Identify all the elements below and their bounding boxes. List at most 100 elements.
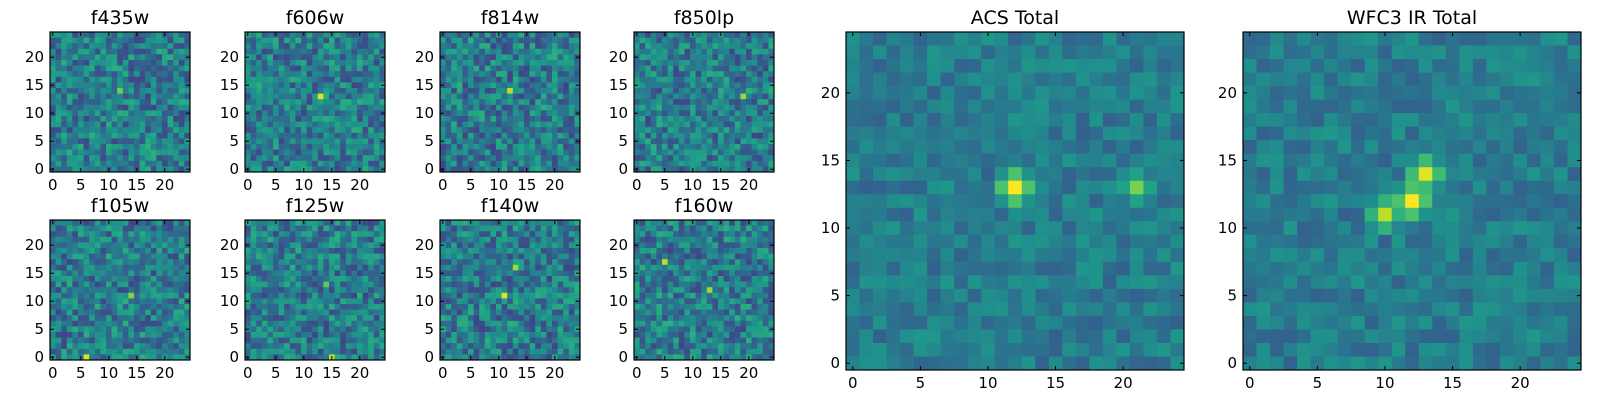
heatmap-cell <box>540 54 547 61</box>
heatmap-cell <box>734 270 741 277</box>
heatmap-cell <box>734 76 741 83</box>
heatmap-cell <box>479 54 486 61</box>
heatmap-cell <box>650 60 657 66</box>
heatmap-cell <box>295 110 302 117</box>
heatmap-cell <box>122 54 129 61</box>
heatmap-cell <box>351 65 358 72</box>
heatmap-cell <box>484 65 491 72</box>
heatmap-cell <box>473 309 480 316</box>
heatmap-cell <box>656 127 663 134</box>
heatmap-cell <box>701 287 708 294</box>
heatmap-cell <box>473 292 480 299</box>
heatmap-cell <box>546 309 553 316</box>
heatmap-cell <box>757 253 764 260</box>
heatmap-cell <box>552 343 558 350</box>
heatmap-cell <box>473 138 480 145</box>
heatmap-cell <box>639 65 646 72</box>
heatmap-cell <box>351 104 358 111</box>
heatmap-cell <box>445 304 452 310</box>
heatmap-cell <box>94 326 101 333</box>
heatmap-cell <box>312 287 319 294</box>
heatmap-cell <box>462 104 469 111</box>
heatmap-cell <box>757 276 764 282</box>
heatmap-cell <box>729 270 736 277</box>
heatmap-cell <box>83 99 90 106</box>
heatmap-cell <box>122 231 129 238</box>
heatmap-cell <box>329 236 335 243</box>
heatmap-cell <box>178 281 185 288</box>
heatmap-cell <box>150 116 157 122</box>
heatmap-cell <box>479 160 486 167</box>
heatmap-cell <box>334 332 341 338</box>
heatmap-cell <box>440 343 446 350</box>
heatmap-cell <box>329 242 335 249</box>
heatmap-cell <box>100 343 107 350</box>
heatmap-cell <box>173 309 180 316</box>
heatmap-cell <box>178 276 185 282</box>
heatmap-cell <box>734 253 741 260</box>
heatmap-cell <box>106 99 112 106</box>
heatmap-cell <box>701 104 708 111</box>
heatmap-cell <box>535 54 542 61</box>
heatmap-cell <box>712 116 719 122</box>
heatmap-cell <box>139 264 146 271</box>
heatmap-cell <box>345 127 352 134</box>
heatmap-cell <box>496 121 502 128</box>
heatmap-cell <box>529 225 536 232</box>
heatmap-cell <box>357 270 363 277</box>
heatmap-cell <box>301 264 307 271</box>
heatmap-cell <box>368 71 375 78</box>
heatmap-cell <box>695 93 702 100</box>
heatmap-cell <box>351 76 358 83</box>
heatmap-cell <box>128 76 135 83</box>
heatmap-cell <box>317 242 324 249</box>
heatmap-cell <box>162 54 168 61</box>
heatmap-cell <box>751 138 758 145</box>
heatmap-cell <box>111 149 118 156</box>
heatmap-cell <box>540 236 547 243</box>
heatmap-cell <box>690 160 696 167</box>
heatmap-cell <box>72 332 79 338</box>
heatmap-cell <box>61 309 68 316</box>
heatmap-cell <box>150 264 157 271</box>
heatmap-cell <box>662 82 668 89</box>
heatmap-cell <box>701 121 708 128</box>
heatmap-cell <box>362 309 369 316</box>
heatmap-cell <box>83 127 90 134</box>
heatmap-cell <box>563 332 570 338</box>
heatmap-cell <box>718 253 724 260</box>
heatmap-cell <box>445 65 452 72</box>
heatmap-cell <box>529 82 536 89</box>
heatmap-cell <box>261 82 268 89</box>
heatmap-cell <box>117 37 124 44</box>
heatmap-cell <box>723 60 730 66</box>
heatmap-cell <box>55 37 62 44</box>
heatmap-cell <box>373 281 380 288</box>
heatmap-cell <box>445 54 452 61</box>
heatmap-cell <box>278 110 285 117</box>
heatmap-cell <box>712 259 719 266</box>
heatmap-cell <box>568 287 575 294</box>
heatmap-cell <box>261 110 268 117</box>
heatmap-cell <box>329 264 335 271</box>
heatmap-cell <box>701 110 708 117</box>
heatmap-cell <box>178 326 185 333</box>
heatmap-cell <box>295 270 302 277</box>
heatmap-cell <box>78 292 84 299</box>
heatmap-cell <box>273 242 279 249</box>
heatmap-cell <box>524 104 530 111</box>
heatmap-cell <box>345 43 352 50</box>
y-tick-label: 10 <box>220 104 239 122</box>
heatmap-cell <box>540 253 547 260</box>
heatmap-cell <box>656 281 663 288</box>
heatmap-cell <box>94 298 101 305</box>
heatmap-cell <box>178 88 185 94</box>
heatmap-cell <box>440 132 446 139</box>
heatmap-cell <box>50 320 56 327</box>
heatmap-cell <box>746 132 752 139</box>
heatmap-cell <box>751 82 758 89</box>
heatmap-cell <box>89 270 96 277</box>
heatmap-cell <box>334 220 341 226</box>
heatmap-cell <box>667 116 674 122</box>
heatmap-cell <box>524 160 530 167</box>
